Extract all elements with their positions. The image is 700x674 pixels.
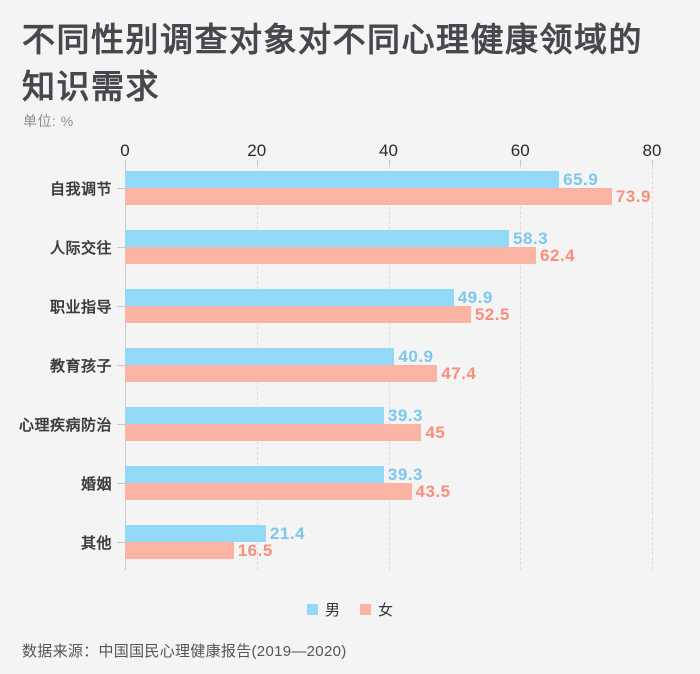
bar-value-label: 58.3	[513, 228, 549, 248]
bar-line: 39.3	[125, 405, 652, 425]
category-label: 职业指导	[49, 298, 112, 316]
x-axis-tick-mark	[388, 160, 390, 166]
bar-line: 16.5	[125, 540, 652, 560]
x-axis-tick-label: 20	[247, 141, 267, 160]
page-title: 不同性别调查对象对不同心理健康领域的 知识需求	[22, 16, 682, 110]
bar-value-label: 16.5	[237, 540, 273, 560]
chart-legend: 男女	[0, 599, 700, 620]
bar-男	[125, 348, 395, 365]
x-axis-tick-label: 40	[379, 141, 398, 160]
bar-group: 40.9 47.4	[125, 346, 652, 383]
category-tick-mark	[117, 247, 125, 248]
bar-group: 49.9 52.5	[125, 287, 652, 324]
bar-row: 职业指导 49.9 52.5	[0, 287, 700, 324]
bar-row: 自我调节 65.9 73.9	[0, 169, 700, 206]
bar-line: 58.3	[125, 228, 652, 248]
bar-line: 73.9	[125, 186, 652, 206]
category-tick-mark	[117, 306, 125, 307]
category-label: 婚姻	[80, 475, 112, 493]
bar-男	[125, 525, 266, 542]
bar-男	[125, 407, 384, 424]
data-source: 数据来源：中国国民心理健康报告(2019—2020)	[22, 643, 347, 660]
bar-女	[125, 483, 412, 500]
bar-line: 43.5	[125, 481, 652, 501]
bar-line: 52.5	[125, 304, 652, 324]
bar-line: 39.3	[125, 464, 652, 484]
bar-line: 65.9	[125, 169, 652, 189]
bar-row: 心理疾病防治 39.3 45	[0, 405, 700, 442]
category-label: 自我调节	[49, 180, 112, 198]
category-label: 人际交往	[49, 239, 112, 257]
bar-line: 40.9	[125, 346, 652, 366]
gridline	[520, 166, 522, 570]
bar-value-label: 65.9	[563, 169, 599, 189]
legend-swatch	[360, 604, 371, 615]
page-title-line2: 知识需求	[22, 68, 160, 105]
bar-男	[125, 171, 560, 188]
bar-line: 62.4	[125, 245, 652, 265]
x-axis-tick-label: 60	[510, 141, 530, 160]
bar-group: 21.4 16.5	[125, 523, 652, 560]
bar-group: 39.3 43.5	[125, 464, 652, 501]
bar-value-label: 45	[425, 422, 446, 442]
bar-value-label: 39.3	[387, 464, 423, 484]
bar-row: 人际交往 58.3 62.4	[0, 228, 700, 265]
category-label: 教育孩子	[49, 357, 112, 375]
category-tick-mark	[117, 542, 125, 543]
bar-group: 58.3 62.4	[125, 228, 652, 265]
x-axis-tick-mark	[256, 160, 258, 166]
page-title-line1: 不同性别调查对象对不同心理健康领域的	[22, 21, 643, 58]
bar-row: 婚姻 39.3 43.5	[0, 464, 700, 501]
legend-label: 男	[324, 602, 340, 619]
bar-value-label: 39.3	[387, 405, 423, 425]
category-tick-mark	[117, 424, 125, 425]
bar-group: 65.9 73.9	[125, 169, 652, 206]
legend-label: 女	[378, 602, 394, 619]
bar-value-label: 47.4	[441, 363, 477, 383]
bar-男	[125, 289, 454, 306]
x-axis-tick-label: 0	[120, 141, 130, 160]
bar-女	[125, 542, 234, 559]
x-axis-tick-mark	[520, 160, 522, 166]
unit-label: 单位: %	[23, 113, 74, 129]
legend-item: 女	[360, 599, 393, 620]
bar-女	[125, 365, 438, 382]
bar-group: 39.3 45	[125, 405, 652, 442]
legend-swatch	[306, 604, 318, 615]
x-axis-tick-label: 80	[642, 141, 662, 160]
bar-value-label: 40.9	[398, 346, 434, 366]
bar-女	[125, 306, 471, 323]
bar-value-label: 73.9	[615, 186, 651, 206]
bar-line: 21.4	[125, 523, 652, 543]
bar-value-label: 52.5	[474, 304, 510, 324]
bar-男	[125, 230, 510, 247]
bar-女	[125, 247, 537, 264]
category-label: 心理疾病防治	[18, 416, 112, 434]
bar-line: 47.4	[125, 363, 652, 383]
bar-value-label: 62.4	[540, 245, 576, 265]
grouped-bar-chart: 0 20 40 60 80 自我调节 65.9 73.9 人际交往 58.3 62.4 职业指导 49.…	[0, 141, 700, 570]
category-tick-mark	[117, 483, 125, 484]
category-label: 其他	[80, 534, 112, 552]
x-axis-tick-mark	[125, 160, 126, 166]
legend-item: 男	[306, 599, 340, 620]
gridline	[652, 166, 653, 570]
bar-line: 45	[125, 422, 652, 442]
x-axis-tick-mark	[652, 160, 653, 166]
bar-line: 49.9	[125, 287, 652, 307]
bar-女	[125, 188, 612, 205]
category-tick-mark	[117, 188, 125, 189]
bar-value-label: 49.9	[457, 287, 493, 307]
bar-value-label: 43.5	[415, 481, 451, 501]
bar-row: 其他 21.4 16.5	[0, 523, 700, 560]
bar-row: 教育孩子 40.9 47.4	[0, 346, 700, 383]
category-tick-mark	[117, 365, 125, 366]
bar-女	[125, 424, 422, 441]
bar-value-label: 21.4	[269, 523, 306, 543]
bar-男	[125, 466, 384, 483]
